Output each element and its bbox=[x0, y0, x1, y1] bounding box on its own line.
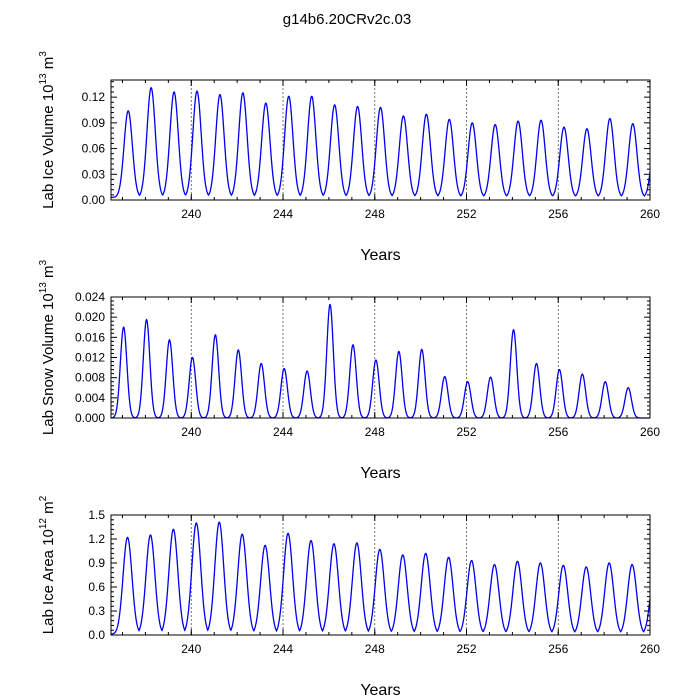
x-tick-label: 248 bbox=[365, 642, 385, 656]
x-tick-label: 252 bbox=[456, 642, 476, 656]
y-tick-label: 0.004 bbox=[75, 391, 105, 405]
lab-snow-volume-series-line bbox=[110, 303, 650, 419]
x-tick-label: 244 bbox=[273, 425, 293, 439]
y-tick-label: 0.3 bbox=[88, 604, 105, 618]
lab-ice-area-series-line bbox=[110, 521, 651, 635]
x-tick-label: 256 bbox=[548, 642, 568, 656]
x-tick-label: 252 bbox=[456, 207, 476, 221]
x-tick-label: 256 bbox=[548, 207, 568, 221]
x-axis-title: Years bbox=[360, 247, 400, 264]
y-axis-title: Lab Snow Volume 1013 m3 bbox=[38, 259, 57, 435]
lab-ice-volume-panel: 240 244 248 252 256 260 0.00 0.03 0.06 0.09 0.12 Ye… bbox=[38, 51, 660, 264]
y-tick-label: 0.000 bbox=[75, 411, 105, 425]
x-tick-label: 240 bbox=[181, 642, 201, 656]
y-tick-label: 0.020 bbox=[75, 310, 105, 324]
lab-snow-volume-panel: 240 244 248 252 256 260 0.000 0.004 0.008 0.012 0.… bbox=[38, 259, 660, 482]
y-tick-label: 0.00 bbox=[82, 193, 106, 207]
y-tick-label: 1.2 bbox=[88, 532, 105, 546]
y-tick-label: 0.024 bbox=[75, 290, 105, 304]
y-tick-label: 0.06 bbox=[82, 142, 106, 156]
lab-ice-area-plot-frame bbox=[110, 514, 651, 636]
lab-ice-volume-series-line bbox=[111, 86, 651, 199]
x-tick-label: 244 bbox=[273, 207, 293, 221]
x-tick-label: 260 bbox=[640, 642, 660, 656]
y-tick-label: 1.5 bbox=[88, 508, 105, 522]
x-axis-title: Years bbox=[360, 682, 400, 696]
y-tick-label: 0.0 bbox=[88, 628, 105, 642]
x-tick-label: 248 bbox=[365, 207, 385, 221]
x-axis-title: Years bbox=[360, 465, 400, 482]
lab-ice-volume-plot-frame bbox=[110, 79, 651, 201]
x-tick-label: 256 bbox=[548, 425, 568, 439]
y-tick-label: 0.09 bbox=[82, 116, 106, 130]
y-axis-title: Lab Ice Area 1012 m2 bbox=[38, 495, 57, 634]
y-tick-label: 0.12 bbox=[82, 90, 106, 104]
figure-title: g14b6.20CRv2c.03 bbox=[283, 11, 411, 28]
x-tick-label: 240 bbox=[181, 207, 201, 221]
y-tick-label: 0.008 bbox=[75, 371, 105, 385]
x-tick-label: 260 bbox=[640, 425, 660, 439]
lab-ice-area-panel: 240 244 248 252 256 260 0.0 0.3 0.6 0.9 1.2 1.5 Year… bbox=[38, 495, 660, 696]
x-tick-label: 248 bbox=[365, 425, 385, 439]
y-tick-label: 0.9 bbox=[88, 556, 105, 570]
x-tick-label: 260 bbox=[640, 207, 660, 221]
y-tick-label: 0.6 bbox=[88, 580, 105, 594]
x-tick-label: 244 bbox=[273, 642, 293, 656]
x-tick-label: 240 bbox=[181, 425, 201, 439]
y-axis-title: Lab Ice Volume 1013 m3 bbox=[38, 51, 57, 209]
y-tick-label: 0.03 bbox=[82, 167, 106, 181]
x-tick-label: 252 bbox=[456, 425, 476, 439]
y-tick-label: 0.016 bbox=[75, 330, 105, 344]
y-tick-label: 0.012 bbox=[75, 351, 105, 365]
